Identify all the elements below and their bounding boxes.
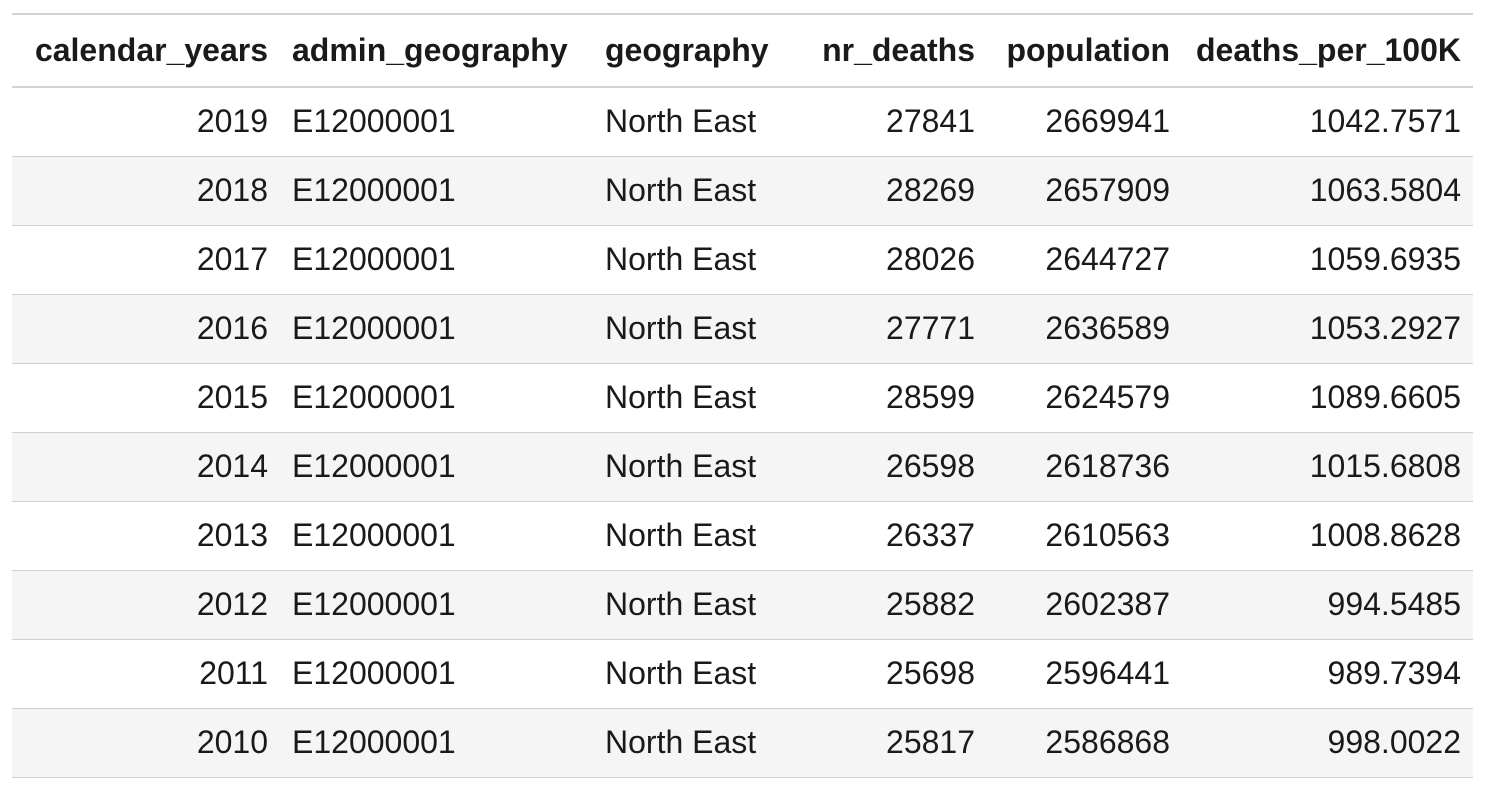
cell-calendar-years: 2012 xyxy=(196,586,268,622)
cell-population: 2644727 xyxy=(1045,241,1170,277)
cell-deaths-per-100k: 1008.8628 xyxy=(1309,517,1461,553)
cell-admin-geography: E12000001 xyxy=(292,379,456,415)
table-row: 2012 E12000001 North East 25882 2602387 994.5… xyxy=(12,570,1473,639)
cell-population: 2602387 xyxy=(1045,586,1170,622)
cell-geography: North East xyxy=(605,724,757,760)
table-row: 2010 E12000001 North East 25817 2586868 998.0… xyxy=(12,708,1473,777)
table-body: 2019 E12000001 North East 27841 2669941 1042.… xyxy=(12,87,1473,777)
cell-deaths-per-100k: 998.0022 xyxy=(1327,724,1461,760)
cell-population: 2610563 xyxy=(1045,517,1170,553)
cell-population: 2624579 xyxy=(1045,379,1170,415)
cell-deaths-per-100k: 1089.6605 xyxy=(1309,379,1461,415)
cell-population: 2657909 xyxy=(1045,172,1170,208)
header-row: calendar_years admin_geography geography nr… xyxy=(12,14,1473,87)
column-header-calendar-years: calendar_years xyxy=(34,32,268,68)
table-row: 2016 E12000001 North East 27771 2636589 1053.… xyxy=(12,294,1473,363)
cell-nr-deaths: 28599 xyxy=(886,379,975,415)
cell-nr-deaths: 25882 xyxy=(886,586,975,622)
cell-population: 2636589 xyxy=(1045,310,1170,346)
cell-admin-geography: E12000001 xyxy=(292,448,456,484)
cell-population: 2586868 xyxy=(1045,724,1170,760)
cell-deaths-per-100k: 1015.6808 xyxy=(1309,448,1461,484)
table-row: 2011 E12000001 North East 25698 2596441 989.7… xyxy=(12,639,1473,708)
cell-calendar-years: 2011 xyxy=(199,655,268,691)
cell-admin-geography: E12000001 xyxy=(292,103,456,140)
cell-calendar-years: 2015 xyxy=(196,379,268,415)
cell-nr-deaths: 28026 xyxy=(886,241,975,277)
cell-population: 2669941 xyxy=(1045,103,1170,140)
table-row: 2015 E12000001 North East 28599 2624579 1089.… xyxy=(12,363,1473,432)
cell-admin-geography: E12000001 xyxy=(292,586,456,622)
cell-geography: North East xyxy=(605,517,757,553)
cell-geography: North East xyxy=(605,379,757,415)
cell-deaths-per-100k: 989.7394 xyxy=(1327,655,1461,691)
cell-deaths-per-100k: 1042.7571 xyxy=(1309,103,1461,140)
cell-calendar-years: 2019 xyxy=(196,103,268,140)
cell-population: 2618736 xyxy=(1045,448,1170,484)
cell-nr-deaths: 28269 xyxy=(886,172,975,208)
cell-geography: North East xyxy=(605,103,757,140)
table-row: 2013 E12000001 North East 26337 2610563 1008.… xyxy=(12,501,1473,570)
cell-nr-deaths: 26598 xyxy=(886,448,975,484)
cell-calendar-years: 2016 xyxy=(196,310,268,346)
cell-geography: North East xyxy=(605,655,757,691)
cell-geography: North East xyxy=(605,448,757,484)
cell-admin-geography: E12000001 xyxy=(292,724,456,760)
data-table: calendar_years admin_geography geography nr… xyxy=(12,13,1473,778)
cell-geography: North East xyxy=(605,172,757,208)
table-row: 2014 E12000001 North East 26598 2618736 1015.… xyxy=(12,432,1473,501)
column-header-admin-geography: admin_geography xyxy=(292,32,568,68)
cell-nr-deaths: 26337 xyxy=(886,517,975,553)
table-row: 2017 E12000001 North East 28026 2644727 1059.… xyxy=(12,225,1473,294)
cell-population: 2596441 xyxy=(1045,655,1170,691)
cell-calendar-years: 2014 xyxy=(196,448,268,484)
cell-nr-deaths: 27841 xyxy=(886,103,975,140)
cell-nr-deaths: 25698 xyxy=(886,655,975,691)
cell-admin-geography: E12000001 xyxy=(292,172,456,208)
cell-calendar-years: 2010 xyxy=(196,724,268,760)
data-table-container: calendar_years admin_geography geography nr… xyxy=(12,13,1473,778)
cell-calendar-years: 2017 xyxy=(196,241,268,277)
cell-nr-deaths: 27771 xyxy=(886,310,975,346)
cell-deaths-per-100k: 1059.6935 xyxy=(1309,241,1461,277)
cell-deaths-per-100k: 1063.5804 xyxy=(1309,172,1461,208)
column-header-deaths-per-100k: deaths_per_100K xyxy=(1195,32,1461,68)
cell-deaths-per-100k: 1053.2927 xyxy=(1309,310,1461,346)
cell-admin-geography: E12000001 xyxy=(292,310,456,346)
cell-geography: North East xyxy=(605,310,757,346)
cell-geography: North East xyxy=(605,241,757,277)
cell-nr-deaths: 25817 xyxy=(886,724,975,760)
column-header-population: population xyxy=(1006,32,1170,68)
cell-calendar-years: 2018 xyxy=(196,172,268,208)
cell-deaths-per-100k: 994.5485 xyxy=(1327,586,1461,622)
cell-admin-geography: E12000001 xyxy=(292,655,456,691)
table-header: calendar_years admin_geography geography nr… xyxy=(12,14,1473,87)
cell-geography: North East xyxy=(605,586,757,622)
column-header-nr-deaths: nr_deaths xyxy=(822,32,975,68)
table-row: 2018 E12000001 North East 28269 2657909 1063.… xyxy=(12,156,1473,225)
cell-calendar-years: 2013 xyxy=(196,517,268,553)
cell-admin-geography: E12000001 xyxy=(292,241,456,277)
column-header-geography: geography xyxy=(605,32,769,68)
table-row: 2019 E12000001 North East 27841 2669941 1042.… xyxy=(12,87,1473,156)
cell-admin-geography: E12000001 xyxy=(292,517,456,553)
